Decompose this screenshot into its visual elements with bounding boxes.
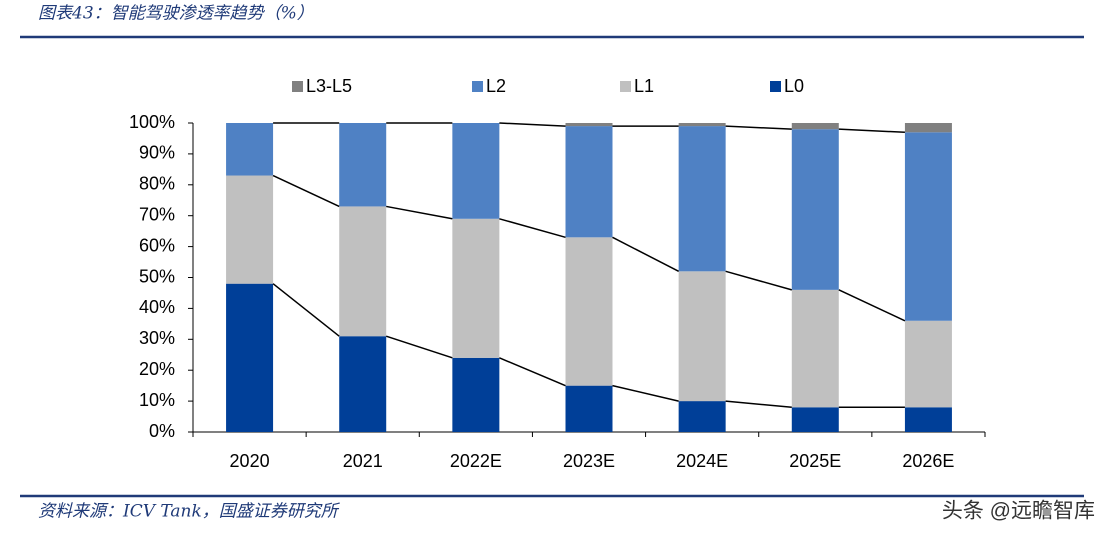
bar-segment — [904, 407, 952, 432]
bar-segment — [339, 123, 387, 207]
x-tick-label: 2024E — [676, 451, 728, 471]
connector-line — [612, 236, 679, 272]
connector-line — [385, 335, 453, 359]
connector-line — [499, 122, 566, 127]
legend-label: L3-L5 — [306, 76, 352, 96]
y-tick-label: 30% — [139, 328, 175, 348]
legend-swatch — [620, 81, 631, 92]
legend-swatch — [472, 81, 483, 92]
bar-segment — [565, 237, 613, 386]
bar-segment — [678, 126, 726, 272]
connector-line — [272, 174, 340, 208]
y-tick-label: 10% — [139, 390, 175, 410]
connector-line — [725, 125, 792, 130]
connector-line — [499, 218, 566, 239]
source: 资料来源：ICV Tank，国盛证券研究所 — [38, 502, 341, 522]
y-tick-label: 100% — [129, 112, 175, 132]
y-tick-label: 90% — [139, 143, 175, 163]
bar-segment — [565, 126, 613, 238]
bar-segment — [226, 283, 274, 432]
x-tick-label: 2023E — [563, 451, 615, 471]
y-tick-label: 60% — [139, 235, 175, 255]
legend-label: L2 — [486, 76, 506, 96]
y-tick-label: 40% — [139, 297, 175, 317]
connector-line — [272, 283, 340, 337]
x-tick-label: 2025E — [789, 451, 841, 471]
page-title: 图表43：智能驾驶渗透率趋势（%） — [38, 4, 314, 24]
legend-label: L0 — [784, 76, 804, 96]
connector-line — [386, 205, 453, 220]
bar-segment — [791, 407, 839, 432]
bar-segment — [452, 357, 500, 432]
x-tick-label: 2026E — [902, 451, 954, 471]
bar-segment — [678, 123, 726, 127]
bar-segment — [226, 123, 274, 176]
legend-label: L1 — [634, 76, 654, 96]
x-tick-label: 2021 — [343, 451, 383, 471]
bar-segment — [452, 218, 500, 358]
bar-segment — [565, 385, 613, 432]
connector-line — [838, 289, 906, 322]
connector-line — [612, 384, 679, 402]
bar-segment — [904, 320, 952, 408]
x-tick-label: 2022E — [450, 451, 502, 471]
bar-segment — [678, 271, 726, 402]
bar-segment — [452, 123, 500, 219]
x-tick-label: 2020 — [230, 451, 270, 471]
y-tick-label: 20% — [139, 359, 175, 379]
bar-segment — [565, 123, 613, 127]
bar-segment — [678, 401, 726, 432]
bar-segment — [904, 132, 952, 321]
bar-segment — [904, 123, 952, 133]
y-tick-label: 50% — [139, 266, 175, 286]
y-tick-label: 0% — [149, 421, 175, 441]
bar-segment — [791, 129, 839, 290]
connector-line — [499, 357, 566, 387]
legend-swatch — [770, 81, 781, 92]
y-tick-label: 80% — [139, 174, 175, 194]
bar-segment — [339, 206, 387, 337]
bar-segment — [791, 123, 839, 130]
y-tick-label: 70% — [139, 204, 175, 224]
bar-segment — [226, 175, 274, 284]
bar-segment — [339, 336, 387, 432]
connector-line — [725, 400, 792, 409]
watermark: 头条 @远瞻智库 — [942, 500, 1095, 523]
legend-swatch — [292, 81, 303, 92]
connector-line — [725, 270, 792, 291]
connector-line — [838, 128, 905, 134]
bar-segment — [791, 289, 839, 408]
